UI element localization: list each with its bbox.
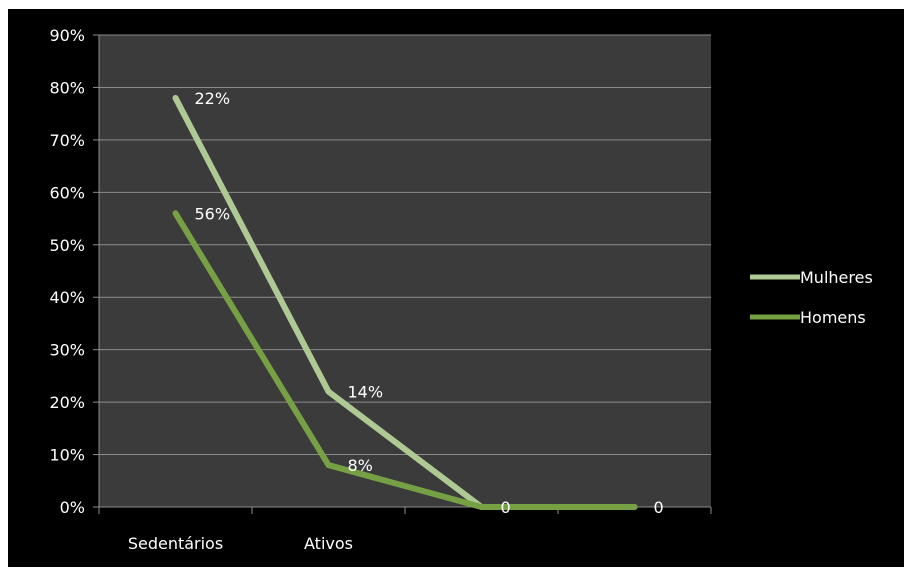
x-tick-labels: Sedentários Ativos (128, 534, 353, 553)
y-tick-label: 10% (49, 446, 85, 465)
y-tick-labels: 0% 10% 20% 30% 40% 50% 60% 70% 80% 90% (49, 26, 85, 517)
data-labels: 22% 14% 0 56% 8% 0 (195, 89, 664, 517)
y-tick-label: 20% (49, 393, 85, 412)
line-chart: 0% 10% 20% 30% 40% 50% 60% 70% 80% 90% Sedentário… (49, 26, 873, 553)
data-label: 22% (195, 89, 231, 108)
series-line-homens (172, 210, 638, 510)
gridlines (99, 34, 711, 456)
chart-frame: 0% 10% 20% 30% 40% 50% 60% 70% 80% 90% Sedentário… (8, 9, 904, 567)
x-tick-label: Ativos (304, 534, 353, 553)
series-lines (172, 94, 638, 510)
y-tick-label: 50% (49, 236, 85, 255)
y-tick-label: 40% (49, 288, 85, 307)
data-label: 56% (195, 204, 231, 223)
x-tick-label: Sedentários (128, 534, 223, 553)
y-tick-label: 80% (49, 78, 85, 97)
data-label: 0 (654, 498, 664, 517)
data-label: 8% (348, 456, 373, 475)
y-tick-label: 30% (49, 341, 85, 360)
data-label: 14% (348, 383, 384, 402)
legend-label: Mulheres (800, 268, 873, 287)
legend-label: Homens (800, 308, 866, 327)
data-label: 0 (501, 498, 511, 517)
y-tick-label: 70% (49, 131, 85, 150)
y-tick-label: 60% (49, 183, 85, 202)
y-tick-label: 0% (60, 498, 85, 517)
plot-area (99, 35, 711, 507)
y-tick-label: 90% (49, 26, 85, 45)
legend: Mulheres Homens (750, 268, 873, 327)
